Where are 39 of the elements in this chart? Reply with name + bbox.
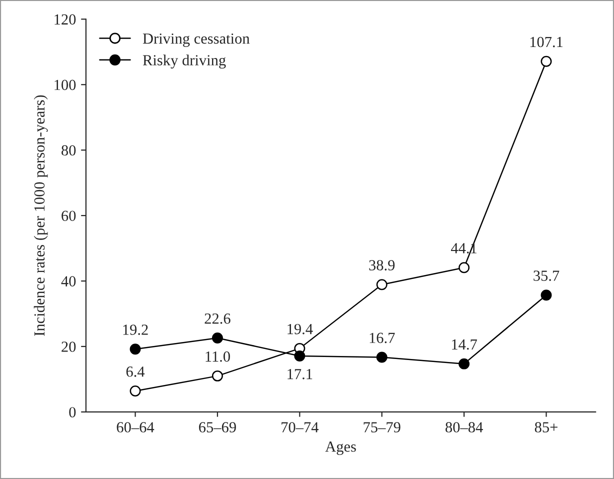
y-tick-label: 20 (62, 342, 76, 352)
x-tick-label: 70–74 (282, 422, 319, 432)
point (212, 332, 223, 344)
point (376, 352, 388, 363)
point (458, 358, 470, 370)
x-axis-title: Ages (325, 442, 356, 455)
data-label: 6.4 (126, 366, 145, 377)
y-tick-label: 120 (54, 14, 76, 25)
data-label: 22.6 (204, 313, 230, 324)
data-label: 14.7 (452, 339, 477, 350)
point (212, 370, 223, 382)
point (540, 56, 552, 67)
point (130, 344, 141, 355)
data-label: 38.9 (369, 260, 395, 270)
data-label: 19.4 (288, 324, 313, 334)
data-label: 35.7 (534, 270, 560, 281)
data-label: 19.2 (123, 324, 148, 335)
y-tick-label: 0 (69, 407, 76, 418)
x-tick-label: 85+ (534, 422, 558, 432)
legend-label: Driving cessation (142, 33, 250, 47)
point (540, 290, 552, 301)
point (294, 350, 306, 362)
point (458, 262, 470, 274)
data-label: 17.1 (288, 368, 312, 380)
data-label: 16.7 (370, 332, 395, 344)
y-tick-label: 60 (62, 210, 76, 221)
x-tick-label: 60–64 (116, 422, 154, 432)
data-label: 11.0 (206, 351, 230, 362)
y-tick-label: 40 (61, 276, 76, 286)
data-label: 107.1 (530, 36, 563, 48)
y-tick-label: 100 (54, 80, 76, 90)
x-tick-label: 65–69 (199, 422, 236, 432)
x-tick-label: 80–84 (446, 422, 483, 432)
y-axis-title: Incidence rates (per 1000 person-years) (34, 95, 48, 336)
point (130, 386, 141, 396)
point (376, 279, 388, 290)
y-tick-label: 80 (62, 145, 76, 156)
x-tick-label: 75–79 (364, 422, 400, 432)
legend-label: Risky driving (142, 54, 226, 69)
